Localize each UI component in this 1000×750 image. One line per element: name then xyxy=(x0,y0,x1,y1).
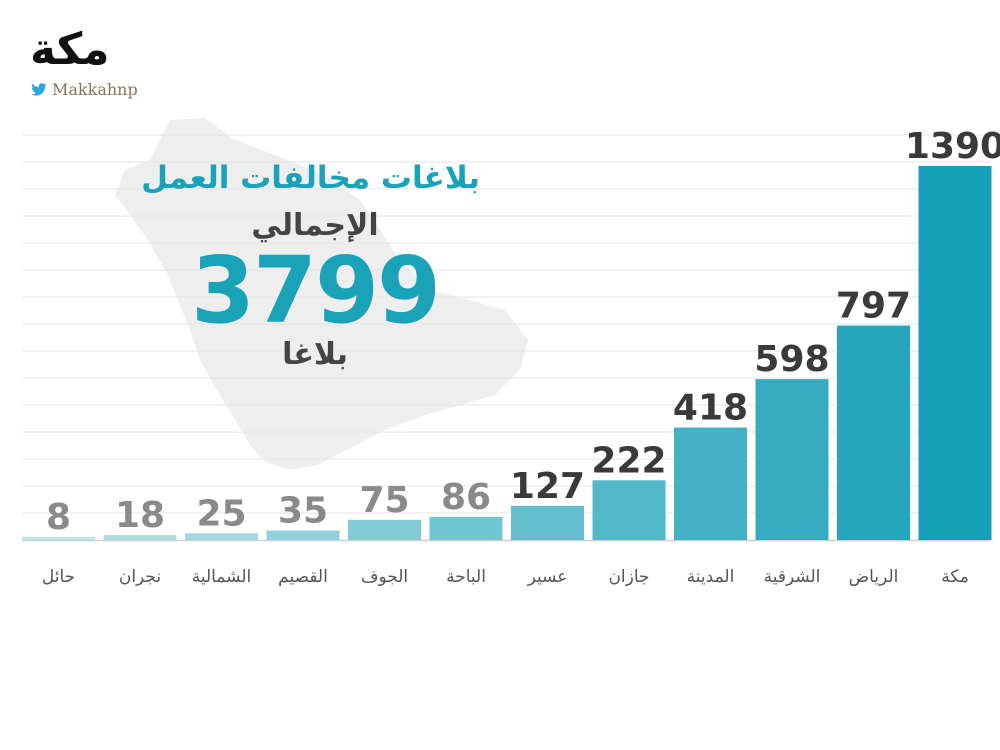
bar-value-label: 418 xyxy=(673,388,748,429)
logo-wordmark: مكة xyxy=(30,24,110,75)
bar xyxy=(103,535,177,540)
bar-value-label: 1390 xyxy=(905,126,1000,167)
bar xyxy=(755,379,829,540)
bar xyxy=(22,537,95,540)
twitter-bird-icon xyxy=(31,82,47,96)
bar-value-label: 8 xyxy=(46,497,71,538)
bar-value-label: 25 xyxy=(196,493,246,534)
bar-value-label: 222 xyxy=(591,440,666,481)
bar-value-label: 598 xyxy=(754,339,829,380)
category-label: القصيم xyxy=(278,567,328,587)
chart-title: بلاغات مخالفات العمل xyxy=(141,160,480,196)
bar-value-label: 797 xyxy=(836,286,911,327)
category-label: مكة xyxy=(941,567,969,587)
total-value: 3799 xyxy=(190,237,441,344)
twitter-handle-text: Makkahnp xyxy=(52,80,138,99)
bar-value-label: 35 xyxy=(278,491,328,532)
category-label: الشمالية xyxy=(192,567,252,587)
bar xyxy=(266,530,340,540)
bar xyxy=(511,505,584,540)
category-label: المدينة xyxy=(687,567,735,587)
bar xyxy=(348,519,421,540)
total-unit: بلاغا xyxy=(282,337,348,372)
category-label: نجران xyxy=(119,567,161,587)
category-label: عسير xyxy=(527,567,568,587)
logo: مكة Makkahnp xyxy=(30,22,180,99)
bar-value-label: 127 xyxy=(510,466,585,507)
category-label: الرياض xyxy=(849,567,899,587)
category-label: حائل xyxy=(42,567,75,587)
bar-value-label: 18 xyxy=(115,495,165,536)
category-label: جازان xyxy=(608,567,649,587)
bar xyxy=(185,533,258,540)
bar-value-label: 75 xyxy=(359,480,409,521)
category-label: الشرقية xyxy=(764,567,821,587)
bar xyxy=(837,325,910,540)
category-label: الجوف xyxy=(361,567,408,587)
saudi-map-silhouette xyxy=(115,118,528,470)
summary-box: بلاغات مخالفات العمل الإجمالي 3799 بلاغا xyxy=(141,160,480,372)
bar-value-label: 86 xyxy=(441,477,491,518)
bar xyxy=(592,480,666,540)
twitter-handle: Makkahnp xyxy=(30,80,180,99)
bar xyxy=(674,427,747,540)
bar xyxy=(918,166,992,540)
bar xyxy=(429,516,503,540)
total-label: الإجمالي xyxy=(251,208,379,243)
category-label: الباحة xyxy=(446,567,486,587)
